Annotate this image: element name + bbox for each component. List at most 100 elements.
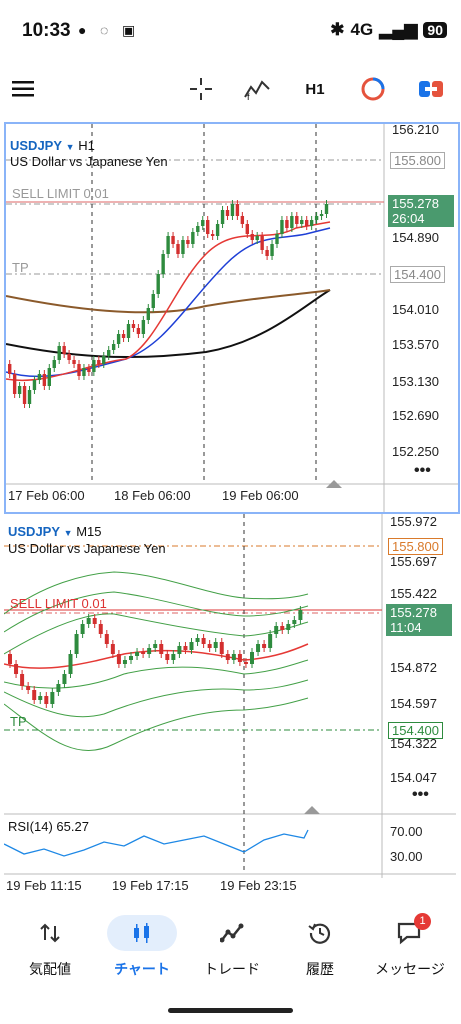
candle-body <box>141 320 146 334</box>
symbol-header[interactable]: USDJPY ▼ M15 <box>8 524 102 539</box>
candle-body <box>122 660 127 664</box>
date-label: 17 Feb 06:00 <box>8 488 85 503</box>
candle-body <box>285 220 289 228</box>
ma-red-line <box>6 221 331 382</box>
candle-body <box>295 216 299 224</box>
status-right: ✱ 4G ▂▄▆ 90 <box>330 20 447 40</box>
chart-toolbar: f H1 <box>0 64 461 114</box>
candle-body <box>159 644 164 654</box>
candle-body <box>225 210 230 216</box>
nav-trade[interactable]: トレード <box>186 915 278 979</box>
price-label: 155.697 <box>390 554 437 569</box>
candle-body <box>210 234 215 236</box>
dropdown-arrow-icon[interactable]: ▼ <box>65 142 75 152</box>
line-app-icon: ● <box>78 22 87 38</box>
candle-body <box>256 644 261 652</box>
price-label: 156.210 <box>392 122 439 137</box>
sell-limit-label: SELL LIMIT 0.01 <box>12 186 109 201</box>
nav-messages[interactable]: 1 メッセージ <box>364 913 456 979</box>
symbol-name[interactable]: USDJPY <box>10 138 63 153</box>
price-label: 154.890 <box>392 230 439 245</box>
home-indicator[interactable] <box>168 1008 293 1013</box>
price-label: 154.047 <box>390 770 437 785</box>
more-options-icon[interactable]: ••• <box>412 786 429 803</box>
candle-body <box>298 610 303 620</box>
trade-icon <box>186 915 278 951</box>
crosshair-icon[interactable] <box>184 72 218 106</box>
tp-price-tag: 154.400 <box>388 722 443 739</box>
sl-price-tag: 155.800 <box>388 538 443 555</box>
symbol-description: US Dollar vs Japanese Yen <box>10 154 168 169</box>
candle-body <box>156 274 160 294</box>
chart-h1-canvas[interactable] <box>6 124 458 512</box>
ma-long-line <box>6 289 331 359</box>
candle-body <box>183 646 188 650</box>
candle-body <box>230 204 235 216</box>
rsi-label: RSI(14) 65.27 <box>8 819 89 834</box>
price-label: 154.010 <box>392 302 439 317</box>
rsi-level-label: 70.00 <box>390 824 423 839</box>
status-bar: 10:33 ● ◌ ▣ ✱ 4G ▂▄▆ 90 <box>0 0 461 60</box>
candle-body <box>121 334 126 338</box>
candle-body <box>324 204 329 214</box>
nav-chart[interactable]: チャート <box>96 915 188 979</box>
dropdown-arrow-icon[interactable]: ▼ <box>63 528 73 538</box>
candle-body <box>14 664 19 674</box>
candle-body <box>319 214 324 216</box>
chart-h1-panel[interactable]: USDJPY ▼ H1 US Dollar vs Japanese Yen SE… <box>4 122 460 514</box>
nav-quotes[interactable]: 気配値 <box>4 915 96 979</box>
candle-body <box>243 662 248 664</box>
rsi-line <box>4 829 309 857</box>
chart-m15-panel[interactable]: USDJPY ▼ M15 US Dollar vs Japanese Yen S… <box>4 514 456 893</box>
nav-history[interactable]: 履歴 <box>274 915 366 979</box>
price-label: 155.422 <box>390 586 437 601</box>
candle-body <box>104 634 109 644</box>
candle-body <box>166 236 170 254</box>
date-label: 19 Feb 06:00 <box>222 488 299 503</box>
candle-body <box>146 308 150 320</box>
candle-body <box>292 620 297 624</box>
candle-body <box>274 626 279 634</box>
candle-body <box>165 654 170 660</box>
price-label: 155.972 <box>390 514 437 529</box>
candle-body <box>250 234 254 240</box>
candle-body <box>215 224 220 236</box>
trade-icon[interactable] <box>414 72 448 106</box>
price-label: 154.322 <box>390 736 437 751</box>
candle-body <box>62 346 66 354</box>
candle-body <box>309 220 314 226</box>
candle-body <box>280 626 285 630</box>
tp-price-tag: 154.400 <box>390 266 445 283</box>
candle-body <box>305 220 309 226</box>
scroll-marker-icon <box>304 806 320 814</box>
ma-medium-line <box>6 289 331 314</box>
candle-body <box>220 210 225 224</box>
candle-body <box>235 204 240 216</box>
candle-body <box>240 216 245 224</box>
symbol-header[interactable]: USDJPY ▼ H1 <box>10 138 95 153</box>
candle-body <box>171 236 175 244</box>
symbol-name[interactable]: USDJPY <box>8 524 61 539</box>
candle-body <box>314 216 319 220</box>
indicator-icon[interactable]: f <box>240 72 274 106</box>
chart-m15-canvas[interactable] <box>4 514 456 878</box>
one-click-trading-icon[interactable] <box>356 72 390 106</box>
candle-body <box>135 652 140 656</box>
bid-price-tag: 155.278 26:04 <box>388 195 454 227</box>
nav-label: トレード <box>204 961 260 977</box>
candle-body <box>74 634 79 654</box>
timeframe-button[interactable]: H1 <box>305 80 325 98</box>
envelope-band <box>4 679 309 718</box>
more-options-icon[interactable]: ••• <box>414 462 431 479</box>
chart-icon <box>107 915 177 951</box>
candle-body <box>38 696 43 700</box>
battery-indicator: 90 <box>423 22 447 38</box>
loading-icon: ◌ <box>100 22 109 38</box>
candle-body <box>219 642 224 654</box>
candle-body <box>136 328 141 334</box>
date-label: 19 Feb 17:15 <box>112 878 189 893</box>
candle-body <box>42 374 47 386</box>
hamburger-icon[interactable] <box>8 72 38 106</box>
messages-icon: 1 <box>364 913 456 951</box>
candle-body <box>280 220 284 234</box>
